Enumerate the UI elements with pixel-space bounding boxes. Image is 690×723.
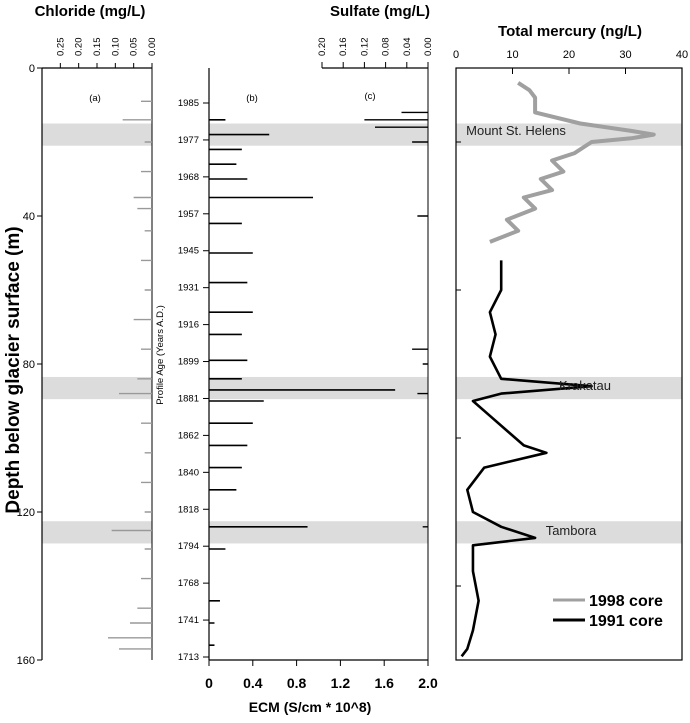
- ecm-axis-title: ECM (S/cm * 10^8): [249, 699, 372, 715]
- event-band-2-2: [456, 521, 682, 544]
- ecm-tick-label: 2.0: [418, 675, 438, 691]
- mercury-tick-label: 30: [619, 49, 631, 61]
- chloride-tick-label: 0.25: [55, 38, 66, 57]
- ecm-tick-label: 0: [205, 675, 213, 691]
- age-ticks: 1985 1977 1968 1957 1945 1931 1916 1899 1881 1862…: [178, 98, 209, 663]
- sulfate-tick-label: 0.00: [423, 38, 434, 57]
- chloride-ticks: 0.25 0.20 0.15 0.10 0.05 0.00: [55, 38, 158, 68]
- sulfate-tick-label: 0.16: [338, 38, 349, 57]
- chloride-panel: (a) 0.25 0.20 0.15 0.10 0.05 0.00 0 40 80 120 160: [17, 38, 158, 668]
- legend-label-1998: 1998 core: [589, 593, 663, 610]
- age-tick-label: 1957: [178, 209, 199, 220]
- chloride-spikes: [108, 100, 152, 650]
- panel-b-label: (b): [246, 93, 258, 104]
- event-band-2-0: [42, 521, 152, 544]
- sulfate-ticks: 0.20 0.16 0.12 0.08 0.04 0.00: [317, 38, 434, 68]
- sulfate-tick-label: 0.12: [359, 38, 370, 57]
- sulfate-tick-label: 0.04: [402, 38, 413, 57]
- chloride-series: [108, 100, 152, 650]
- mercury-tick-label: 0: [453, 49, 459, 61]
- sulfate-spikes: [364, 111, 428, 528]
- sulfate-series: [364, 111, 428, 528]
- age-tick-label: 1985: [178, 98, 199, 109]
- chloride-tick-label: 0.00: [147, 38, 158, 57]
- mercury-series-1998: [489, 81, 656, 244]
- mercury-title: Total mercury (ng/L): [498, 23, 642, 40]
- chloride-tick-label: 0.10: [110, 38, 121, 57]
- mercury-tick-label: 20: [563, 49, 575, 61]
- mercury-tick-label: 10: [506, 49, 518, 61]
- ecm-spikes: [209, 119, 396, 646]
- chloride-title: Chloride (mg/L): [35, 3, 146, 20]
- depth-tick-label: 160: [17, 655, 35, 667]
- age-tick-label: 1977: [178, 135, 199, 146]
- ecm-panel: (b) (c) Profile Age (Years A.D.) ECM (S/…: [155, 68, 438, 715]
- ecm-series: [209, 119, 396, 646]
- event-band-2-1: [209, 521, 428, 544]
- age-tick-label: 1768: [178, 578, 199, 589]
- mercury-ticks: 0 10 20 30 40: [453, 49, 688, 587]
- legend: 1998 core 1991 core: [553, 593, 663, 630]
- age-tick-label: 1916: [178, 320, 199, 331]
- mercury-panel: 0 10 20 30 40: [453, 49, 688, 661]
- depth-tick-label: 80: [23, 359, 35, 371]
- ecm-tick-label: 1.6: [374, 675, 394, 691]
- sulfate-title: Sulfate (mg/L): [330, 3, 430, 20]
- event-band-1-1: [209, 376, 428, 400]
- ecm-ticks: 0 0.4 0.8 1.2 1.6 2.0: [205, 660, 438, 691]
- mercury-tick-label: 40: [676, 49, 688, 61]
- sulfate-tick-label: 0.20: [317, 38, 328, 57]
- ecm-tick-label: 1.2: [331, 675, 351, 691]
- age-tick-label: 1899: [178, 357, 199, 368]
- age-tick-label: 1862: [178, 430, 199, 441]
- panel-a-label: (a): [89, 93, 101, 104]
- depth-axis-title: Depth below glacier surface (m): [3, 226, 24, 513]
- age-tick-label: 1881: [178, 393, 199, 404]
- event-label-mount-st-helens: Mount St. Helens: [466, 123, 566, 138]
- age-tick-label: 1713: [178, 652, 199, 663]
- age-tick-label: 1840: [178, 467, 199, 478]
- event-band-1-0: [42, 376, 152, 400]
- age-tick-label: 1945: [178, 246, 199, 257]
- age-tick-label: 1968: [178, 172, 199, 183]
- depth-tick-label: 120: [17, 507, 35, 519]
- chloride-tick-label: 0.20: [74, 38, 85, 57]
- age-tick-label: 1741: [178, 615, 199, 626]
- event-bands: [42, 123, 682, 544]
- event-band-0-1: [209, 123, 428, 146]
- depth-tick-label: 40: [23, 211, 35, 223]
- mercury-series: [460, 81, 656, 658]
- age-axis-title: Profile Age (Years A.D.): [155, 305, 166, 404]
- event-band-0-0: [42, 123, 152, 146]
- age-tick-label: 1794: [178, 541, 199, 552]
- panel-c-label: (c): [364, 91, 375, 102]
- age-tick-label: 1818: [178, 504, 199, 515]
- legend-label-1991: 1991 core: [589, 613, 663, 630]
- age-tick-label: 1931: [178, 283, 199, 294]
- ecm-tick-label: 0.8: [287, 675, 307, 691]
- event-label-tambora: Tambora: [546, 523, 597, 538]
- chloride-tick-label: 0.05: [129, 38, 140, 57]
- sulfate-tick-label: 0.08: [381, 38, 392, 57]
- ecm-tick-label: 0.4: [243, 675, 263, 691]
- chloride-tick-label: 0.15: [92, 38, 103, 57]
- sulfate-panel: 0.20 0.16 0.12 0.08 0.04 0.00: [317, 38, 434, 528]
- event-label-krakatau: Krakatau: [559, 378, 611, 393]
- depth-ticks: 0 40 80 120 160: [17, 63, 42, 667]
- depth-tick-label: 0: [29, 63, 35, 75]
- mercury-series-1991: [460, 260, 593, 658]
